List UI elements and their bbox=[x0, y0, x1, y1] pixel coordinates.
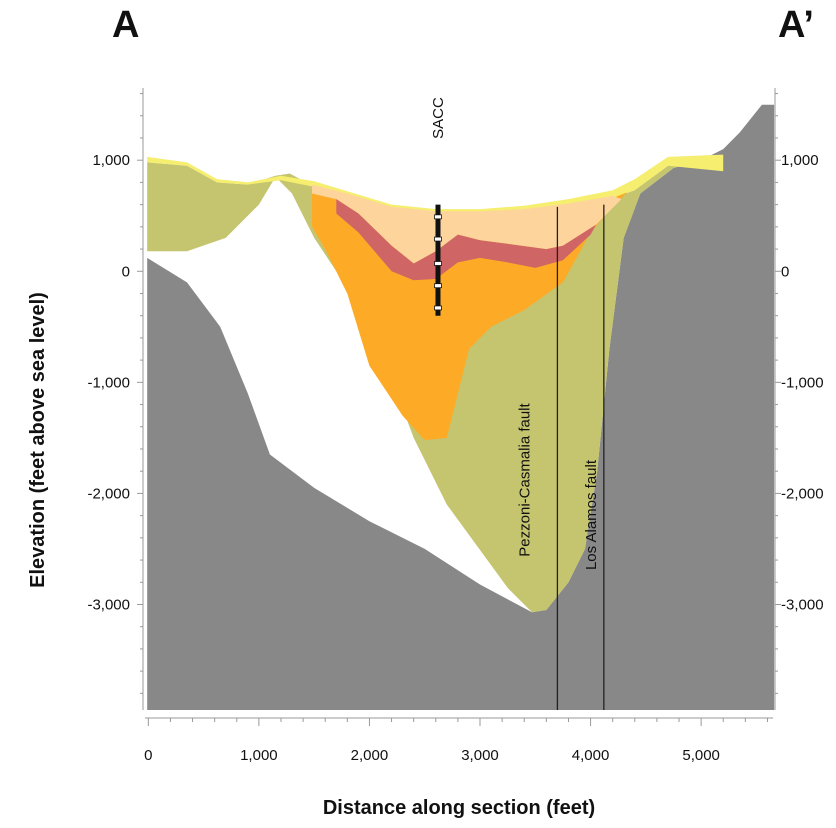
well-screen-2 bbox=[434, 261, 442, 266]
well-screen-3 bbox=[434, 283, 442, 289]
surface-unit bbox=[147, 154, 724, 214]
x-tick-label: 5,000 bbox=[682, 747, 720, 764]
fault-label-0: Pezzoni-Casmalia fault bbox=[516, 402, 533, 556]
y-tick-label-left: -3,000 bbox=[87, 596, 130, 613]
section-start-label: A bbox=[112, 4, 140, 46]
peach-unit bbox=[312, 184, 622, 264]
x-tick-label: 3,000 bbox=[461, 747, 499, 764]
x-tick-label: 1,000 bbox=[240, 747, 278, 764]
well-label: SACC bbox=[430, 97, 447, 139]
x-tick-label: 4,000 bbox=[572, 747, 610, 764]
y-axis-title: Elevation (feet above sea level) bbox=[27, 292, 49, 588]
y-tick-label-right: 1,000 bbox=[781, 152, 819, 169]
red-unit bbox=[336, 199, 597, 281]
section-end-label: A’ bbox=[778, 4, 814, 46]
geology-layers bbox=[147, 104, 775, 710]
axes: 1,000 1,000 0 0 -1,000 -1,000 -2,000 -2,000 -3,0… bbox=[87, 88, 824, 764]
y-tick-label-right: -1,000 bbox=[781, 374, 824, 391]
sacc-well: SACC bbox=[430, 97, 447, 316]
bedrock-unit bbox=[147, 104, 775, 710]
well-screen-4 bbox=[434, 305, 442, 311]
y-tick-label-right: -3,000 bbox=[781, 596, 824, 613]
y-tick-label-right: 0 bbox=[781, 263, 789, 280]
x-axis-title: Distance along section (feet) bbox=[323, 797, 595, 819]
well-screen-0 bbox=[434, 214, 442, 220]
fault-label-1: Los Alamos fault bbox=[583, 459, 600, 570]
fault-lines: Pezzoni-Casmalia fault Los Alamos fault bbox=[516, 204, 605, 710]
y-tick-label-left: -1,000 bbox=[87, 374, 130, 391]
y-tick-label-right: -2,000 bbox=[781, 485, 824, 502]
y-tick-label-left: 0 bbox=[122, 263, 130, 280]
x-tick-label: 0 bbox=[144, 747, 152, 764]
y-tick-label-left: 1,000 bbox=[92, 152, 130, 169]
y-tick-label-left: -2,000 bbox=[87, 485, 130, 502]
well-screen-1 bbox=[434, 236, 442, 242]
x-tick-label: 2,000 bbox=[351, 747, 389, 764]
